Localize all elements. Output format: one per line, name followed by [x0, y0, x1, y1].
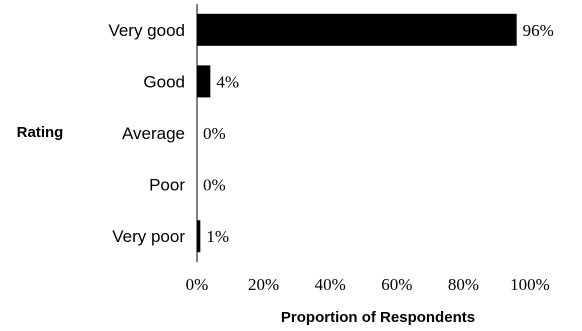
- x-tick-labels: 0% 20% 40% 60% 80% 100%: [186, 275, 550, 294]
- y-axis-title: Rating: [17, 124, 64, 141]
- x-tick-label-80: 80%: [448, 275, 479, 294]
- x-tick-label-40: 40%: [315, 275, 346, 294]
- bar-very-good: [197, 13, 517, 46]
- data-label-good: 4%: [216, 72, 239, 91]
- data-labels: 96% 4% 0% 0% 1%: [203, 21, 554, 246]
- x-tick-label-60: 60%: [381, 275, 412, 294]
- category-labels: Very good Good Average Poor Very poor: [108, 21, 185, 246]
- x-tick-label-20: 20%: [248, 275, 279, 294]
- bar-very-poor: [197, 220, 201, 253]
- data-label-average: 0%: [203, 124, 226, 143]
- category-label-good: Good: [143, 72, 185, 91]
- data-label-poor: 0%: [203, 176, 226, 195]
- data-label-very-good: 96%: [523, 21, 554, 40]
- bars-group: [197, 13, 517, 253]
- category-label-average: Average: [122, 124, 185, 143]
- x-axis-title: Proportion of Respondents: [281, 309, 475, 326]
- category-label-poor: Poor: [149, 176, 185, 195]
- bar-good: [197, 65, 211, 98]
- data-label-very-poor: 1%: [206, 227, 229, 246]
- category-label-very-poor: Very poor: [112, 227, 185, 246]
- x-tick-label-100: 100%: [510, 275, 550, 294]
- category-label-very-good: Very good: [108, 21, 185, 40]
- x-tick-label-0: 0%: [186, 275, 209, 294]
